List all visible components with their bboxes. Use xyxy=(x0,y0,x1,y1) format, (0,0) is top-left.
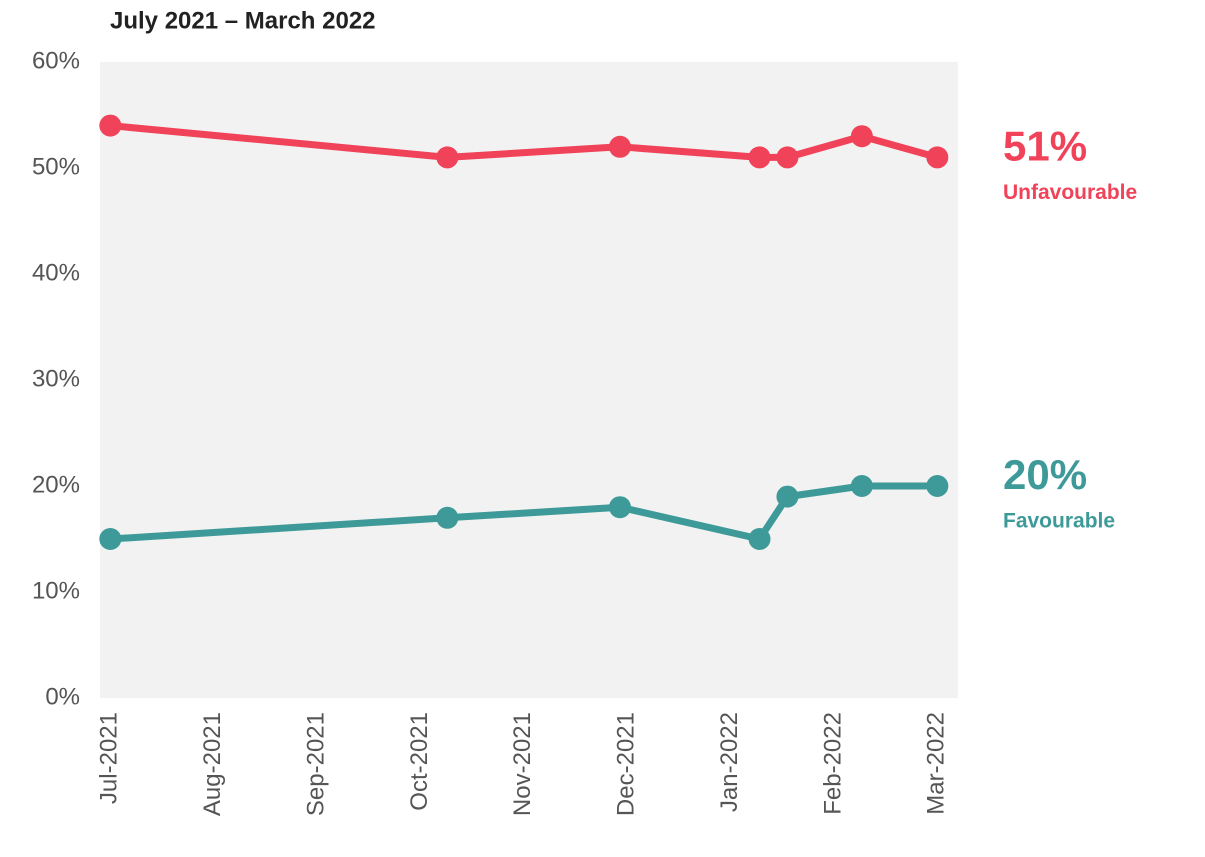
y-tick-label: 40% xyxy=(32,259,80,286)
data-point xyxy=(850,125,873,148)
data-point xyxy=(99,114,122,137)
x-tick-label: Sep-2021 xyxy=(302,712,329,816)
data-point xyxy=(850,475,873,497)
data-point xyxy=(926,146,949,169)
y-tick-label: 0% xyxy=(45,683,80,710)
data-point xyxy=(436,506,459,529)
chart-title: July 2021 – March 2022 xyxy=(110,7,376,34)
x-tick-label: Jul-2021 xyxy=(96,712,123,804)
data-point xyxy=(926,475,949,497)
data-point xyxy=(748,146,771,169)
end-value-label: 20% xyxy=(1003,451,1087,498)
data-point xyxy=(608,496,631,519)
y-tick-label: 30% xyxy=(32,365,80,392)
x-tick-label: Dec-2021 xyxy=(613,712,640,816)
y-tick-label: 50% xyxy=(32,153,80,180)
legend-label: Unfavourable xyxy=(1003,181,1137,204)
y-tick-label: 10% xyxy=(32,577,80,604)
data-point xyxy=(748,528,771,550)
data-point xyxy=(776,146,799,169)
data-point xyxy=(99,528,122,550)
data-point xyxy=(436,146,459,169)
x-tick-label: Jan-2022 xyxy=(716,712,743,812)
x-tick-label: Nov-2021 xyxy=(509,712,536,816)
x-tick-label: Aug-2021 xyxy=(199,712,226,816)
end-value-label: 51% xyxy=(1003,122,1087,169)
legend-label: Favourable xyxy=(1003,510,1115,533)
data-point xyxy=(776,485,799,508)
data-point xyxy=(608,135,631,158)
x-tick-label: Oct-2021 xyxy=(406,712,433,811)
y-tick-label: 20% xyxy=(32,471,80,498)
x-tick-label: Mar-2022 xyxy=(923,712,950,815)
y-tick-label: 60% xyxy=(32,47,80,74)
plot-area xyxy=(100,62,958,698)
x-tick-label: Feb-2022 xyxy=(819,712,846,815)
